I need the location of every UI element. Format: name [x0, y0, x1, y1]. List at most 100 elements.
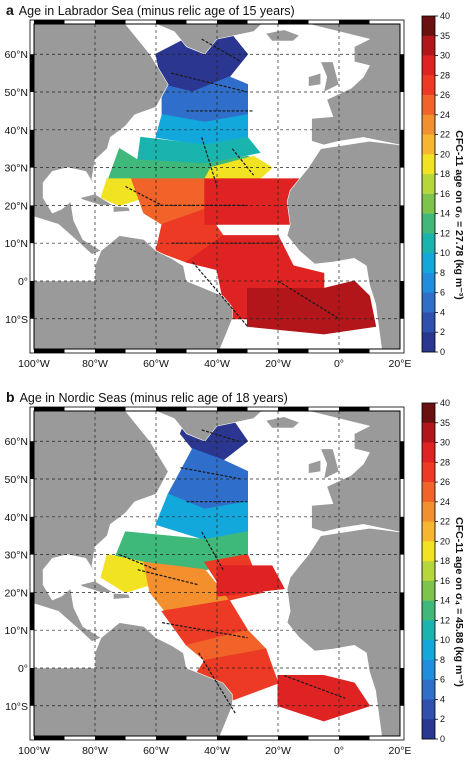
colorbar-tick-label: 14	[440, 596, 450, 606]
colorbar-tick-label: 28	[440, 457, 450, 467]
land-mass	[34, 622, 233, 736]
lat-tick-label: 60°N	[5, 49, 28, 61]
colorbar-swatch	[422, 659, 435, 681]
frame-segment	[278, 349, 309, 353]
lat-tick-label: 50°N	[5, 474, 28, 486]
panel-title-text: Age in Labrador Sea (minus relic age of …	[18, 4, 295, 18]
map-figure: 60°N 50°N 40°N 30°N 20°N 10°N 0° 10°S 100°W 80°W 6…	[5, 398, 465, 757]
frame-segment	[400, 516, 404, 555]
lon-tick-label: 40°W	[204, 358, 230, 370]
colorbar-swatch	[422, 75, 435, 96]
colorbar-swatch	[422, 462, 435, 483]
land-mass	[155, 24, 273, 55]
age-region	[247, 280, 377, 335]
panel-title-text: Age in Nordic Seas (minus relic age of 1…	[19, 391, 288, 405]
colorbar-tick-label: 22	[440, 517, 450, 527]
colorbar-swatch	[422, 541, 435, 562]
lon-tick-label: 20°E	[389, 745, 412, 757]
colorbar-swatch	[422, 640, 435, 661]
land-mass	[320, 448, 340, 480]
frame-segment	[34, 407, 65, 411]
frame-segment	[400, 205, 404, 244]
station-track	[201, 429, 239, 442]
frame-segment	[30, 516, 34, 555]
age-region	[100, 178, 145, 206]
map-area	[29, 406, 405, 741]
colorbar-tick-label: 2	[440, 327, 445, 337]
age-region	[100, 554, 151, 593]
frame-segment	[400, 592, 404, 631]
lon-tick-label: 100°W	[18, 358, 50, 370]
axis-labels: 60°N 50°N 40°N 30°N 20°N 10°N 0° 10°S 100°W 80°W 6…	[5, 436, 412, 757]
lon-tick-label: 100°W	[18, 745, 50, 757]
land-mass	[320, 61, 340, 93]
frame-segment	[95, 20, 126, 24]
station-track	[125, 185, 163, 206]
colorbar-tick-label: 6	[440, 288, 445, 298]
panel-letter: a	[6, 2, 14, 18]
colorbar-swatch	[422, 679, 435, 700]
lat-tick-label: 40°N	[5, 512, 28, 524]
lat-tick-label: 50°N	[5, 87, 28, 99]
colorbar-swatch	[422, 719, 435, 740]
lat-tick-label: 20°N	[5, 200, 28, 212]
lon-tick-label: 60°W	[143, 358, 169, 370]
station-track	[283, 674, 346, 699]
lon-tick-label: 20°E	[389, 358, 412, 370]
frame-segment	[217, 407, 248, 411]
land-mass	[308, 72, 322, 87]
axis-labels: 60°N 50°N 40°N 30°N 20°N 10°N 0° 10°S 100°W 80°W 6…	[5, 49, 412, 370]
station-track	[198, 652, 236, 714]
station-track	[231, 148, 255, 176]
colorbar-swatch	[422, 312, 435, 333]
colorbar-tick-label: 22	[440, 130, 450, 140]
frame-segment	[34, 736, 65, 740]
colorbar-swatch	[422, 422, 435, 443]
frame-segment	[400, 54, 404, 93]
station-track	[137, 569, 199, 586]
colorbar-swatch	[422, 213, 435, 234]
lat-tick-label: 60°N	[5, 436, 28, 448]
frame-segment	[400, 441, 404, 480]
frame-segment	[30, 441, 34, 480]
frame-segment	[278, 20, 309, 24]
colorbar-swatch	[422, 620, 435, 641]
colorbar-swatch	[422, 174, 435, 195]
frame-segment	[30, 592, 34, 631]
colorbar-swatch	[422, 16, 435, 37]
land-mass	[34, 411, 169, 642]
colorbar-tick-label: 0	[440, 734, 445, 744]
colorbar-tick-label: 30	[440, 51, 450, 61]
frame-segment	[400, 667, 404, 706]
frame-segment	[30, 280, 34, 319]
panel-title: a Age in Labrador Sea (minus relic age of…	[6, 2, 295, 18]
colorbar-swatch	[422, 272, 435, 294]
lon-tick-label: 0°	[334, 358, 344, 370]
lon-tick-label: 40°W	[204, 745, 230, 757]
frame-segment	[156, 20, 187, 24]
frame-segment	[95, 736, 126, 740]
frame-segment	[278, 736, 309, 740]
station-track	[180, 467, 242, 480]
panel-a: a Age in Labrador Sea (minus relic age of…	[0, 0, 474, 386]
colorbar-swatch	[422, 600, 435, 621]
colorbar-swatch	[422, 114, 435, 135]
lon-tick-label: 80°W	[82, 358, 108, 370]
colorbar-swatch	[422, 580, 435, 601]
station-track	[277, 280, 340, 320]
lon-tick-label: 0°	[334, 745, 344, 757]
outer-frame	[29, 19, 405, 354]
colorbar-swatch	[422, 55, 435, 76]
colorbar-tick-label: 20	[440, 149, 450, 159]
colorbar-swatch	[422, 292, 435, 313]
colorbar-tick-label: 16	[440, 189, 450, 199]
lon-tick-label: 80°W	[82, 745, 108, 757]
land-mass	[155, 411, 273, 442]
frame-segment	[339, 349, 370, 353]
frame-segment	[339, 20, 370, 24]
land-mass	[265, 29, 300, 42]
colorbar-tick-label: 24	[440, 497, 450, 507]
colorbar-swatch	[422, 501, 435, 522]
land-mass	[286, 527, 400, 736]
